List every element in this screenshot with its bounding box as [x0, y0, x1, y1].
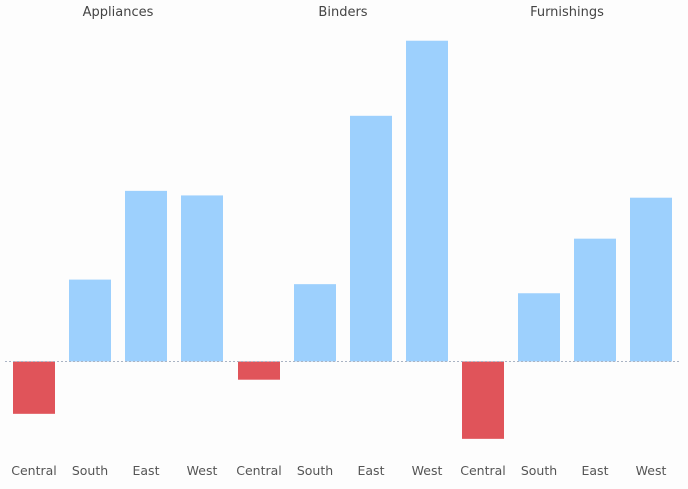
category-label: East — [133, 463, 160, 478]
bar-furnishings-west[interactable] — [630, 197, 672, 362]
category-label: East — [582, 463, 609, 478]
bar-binders-east[interactable] — [350, 115, 392, 362]
category-label: East — [358, 463, 385, 478]
bar-binders-west[interactable] — [406, 40, 448, 362]
bar-furnishings-south[interactable] — [518, 293, 560, 362]
category-label: West — [412, 463, 443, 478]
category-label: Central — [236, 463, 282, 478]
category-label: Central — [460, 463, 506, 478]
labels-layer: Appliances Central South East West Binders Cen… — [11, 5, 666, 478]
panel-title: Appliances — [83, 5, 154, 20]
bars-layer — [13, 40, 672, 439]
category-label: West — [636, 463, 667, 478]
bar-appliances-west[interactable] — [181, 195, 223, 362]
bar-binders-central[interactable] — [238, 361, 280, 380]
category-label: South — [521, 463, 557, 478]
panel-title: Furnishings — [530, 5, 604, 20]
bar-appliances-south[interactable] — [69, 279, 111, 362]
panel-title: Binders — [318, 5, 367, 20]
bar-appliances-central[interactable] — [13, 361, 55, 414]
category-label: South — [72, 463, 108, 478]
bar-appliances-east[interactable] — [125, 190, 167, 362]
bar-furnishings-east[interactable] — [574, 238, 616, 362]
bar-binders-south[interactable] — [294, 284, 336, 362]
bar-furnishings-central[interactable] — [462, 361, 504, 439]
category-label: West — [187, 463, 218, 478]
category-label: South — [297, 463, 333, 478]
category-label: Central — [11, 463, 57, 478]
